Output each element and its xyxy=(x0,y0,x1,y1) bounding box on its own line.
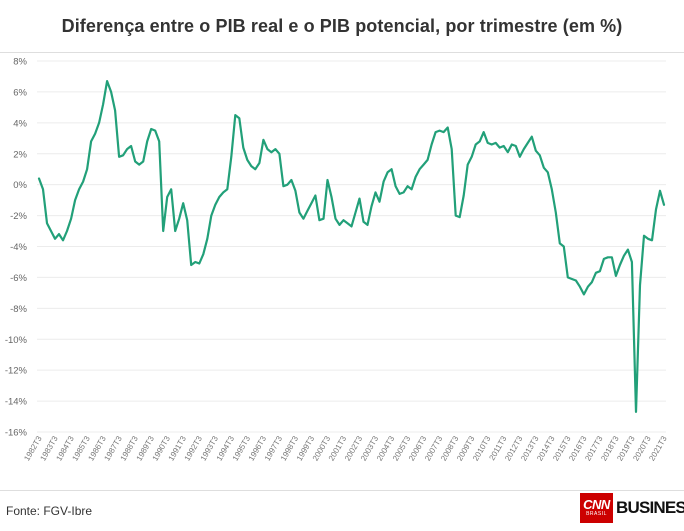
y-tick-label: -10% xyxy=(5,335,28,346)
cnn-business-logo: CNN BRASIL BUSINESS xyxy=(580,493,684,523)
logo-brand: CNN xyxy=(583,497,610,512)
y-tick-label: -8% xyxy=(10,304,27,315)
y-tick-label: -12% xyxy=(5,366,28,377)
y-tick-label: 0% xyxy=(13,180,27,191)
chart-title: Diferença entre o PIB real e o PIB poten… xyxy=(61,16,623,36)
y-tick-label: -4% xyxy=(10,242,27,253)
cnn-logo-box: CNN BRASIL xyxy=(580,493,613,523)
y-axis-ticks: 8% 6% 4% 2% 0% -2% -4% -6% -8% -10% -12% -14% -16% xyxy=(5,57,28,439)
source-note: Fonte: FGV-Ibre xyxy=(6,504,93,518)
title-divider xyxy=(0,52,684,53)
y-tick-label: 6% xyxy=(13,87,27,98)
footer-divider xyxy=(0,490,684,491)
series-line xyxy=(37,80,666,413)
x-axis-ticks: 1982T31983T31984T31985T31986T31987T31988… xyxy=(22,434,669,462)
y-tick-label: -2% xyxy=(10,211,27,222)
y-tick-label: -16% xyxy=(5,428,28,439)
y-tick-label: -14% xyxy=(5,397,28,408)
logo-word: BUSINESS xyxy=(616,498,684,517)
y-tick-label: 8% xyxy=(13,57,27,68)
y-tick-label: 2% xyxy=(13,149,27,160)
y-tick-label: -6% xyxy=(10,273,27,284)
grid-lines xyxy=(37,60,666,433)
y-tick-label: 4% xyxy=(13,118,27,129)
line-chart: 8% 6% 4% 2% 0% -2% -4% -6% -8% -10% -12% -14% -16% 1… xyxy=(5,57,669,463)
logo-brand-sub: BRASIL xyxy=(586,511,607,517)
